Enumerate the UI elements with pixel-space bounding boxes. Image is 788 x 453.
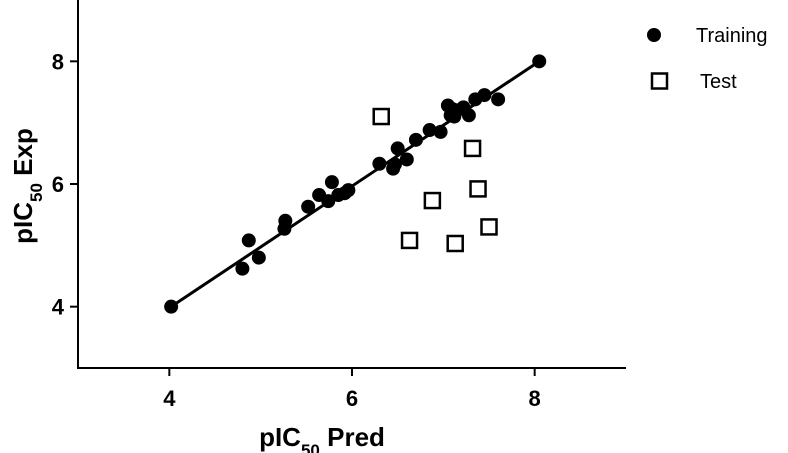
legend-marker-test xyxy=(650,72,669,90)
data-point-training xyxy=(461,108,476,123)
data-point-test xyxy=(469,180,487,198)
y-tick-label: 4 xyxy=(52,295,65,320)
legend-label-test: Test xyxy=(700,71,737,93)
data-point-test xyxy=(463,139,482,158)
data-point-training xyxy=(433,124,448,139)
data-point-training xyxy=(399,152,414,167)
data-point-training xyxy=(372,156,387,171)
y-tick-label: 8 xyxy=(52,49,64,74)
data-point-training xyxy=(278,213,293,228)
data-point-training xyxy=(532,54,547,69)
data-point-training xyxy=(301,199,316,214)
data-point-training xyxy=(235,261,250,276)
data-point-training xyxy=(477,88,492,103)
data-point-training xyxy=(321,194,336,209)
x-tick-label: 4 xyxy=(163,386,176,411)
data-point-training xyxy=(390,141,405,156)
data-point-training xyxy=(387,157,402,172)
series-training xyxy=(164,54,547,314)
data-point-test xyxy=(400,231,419,250)
data-point-training xyxy=(408,132,423,147)
legend-marker-training xyxy=(647,28,661,42)
data-point-test xyxy=(423,191,442,210)
x-axis-title: pIC50 Pred xyxy=(259,422,385,453)
data-point-training xyxy=(491,92,506,107)
data-point-training xyxy=(251,250,266,265)
data-point-test xyxy=(372,107,390,126)
data-point-training xyxy=(164,299,179,314)
data-point-test xyxy=(480,218,498,236)
series-test xyxy=(372,107,498,253)
legend-label-training: Training xyxy=(696,25,768,47)
data-point-training xyxy=(341,183,356,198)
data-point-training xyxy=(324,175,339,190)
y-tick-label: 6 xyxy=(52,172,64,197)
x-tick-label: 8 xyxy=(529,386,541,411)
data-point-training xyxy=(422,123,437,138)
y-axis-title: pIC50 Exp xyxy=(8,128,46,244)
x-tick-label: 6 xyxy=(346,386,358,411)
legend: Training Test xyxy=(647,25,768,93)
data-point-training xyxy=(241,233,256,248)
data-point-test xyxy=(446,234,464,253)
